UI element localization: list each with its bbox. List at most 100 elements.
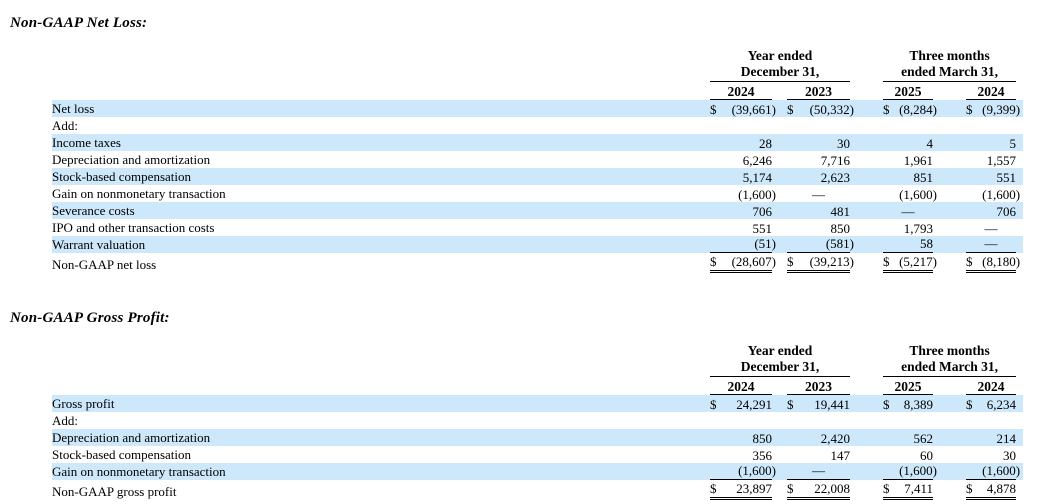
- column-group-line1: Year ended: [747, 48, 813, 63]
- year-column-header: 2024: [966, 377, 1017, 395]
- column-gap: [1016, 117, 1023, 134]
- table-row: Severance costs 706 481 — 706: [52, 202, 1024, 219]
- amount-value: 1,557: [986, 153, 1017, 168]
- amount-value: 851: [913, 170, 934, 185]
- header-gap: [933, 377, 966, 395]
- year-label: 2023: [787, 84, 850, 100]
- value-cell: $24,291: [710, 395, 772, 412]
- amount-value: 58: [920, 236, 933, 251]
- value-cell: $ (9,399): [966, 100, 1020, 117]
- value-cell: (51): [710, 236, 776, 253]
- amount-value: —: [984, 236, 998, 251]
- amount-value: (8,284): [899, 102, 937, 117]
- value-cell: $6,234: [966, 395, 1017, 412]
- row-label: Net loss: [52, 100, 710, 117]
- column-group-header: Three months ended March 31,: [883, 48, 1017, 82]
- value-cell: 2,420: [787, 429, 850, 446]
- amount-value: —: [812, 187, 825, 202]
- column-group-header-row: Year ended December 31, Three months end…: [52, 48, 1023, 82]
- value-cell: 551: [966, 168, 1017, 185]
- value-cell: [883, 117, 933, 134]
- column-group-line2: December 31,: [740, 64, 820, 79]
- table-row: Depreciation and amortization 6,246 7,716 1…: [52, 151, 1023, 168]
- value-cell: 147: [787, 446, 851, 463]
- value-cell: $19,441: [787, 395, 850, 412]
- column-gap: [772, 446, 787, 463]
- row-label: Add:: [52, 118, 78, 133]
- column-gap: [933, 412, 966, 429]
- value-cell: (1,600): [710, 185, 776, 202]
- value-cell: $ (8,180): [966, 253, 1020, 273]
- row-label: Non-GAAP net loss: [52, 257, 157, 272]
- column-gap: [772, 463, 787, 480]
- financial-table: Year ended December 31, Three months end…: [52, 48, 1024, 273]
- row-label: Non-GAAP gross profit: [52, 484, 177, 499]
- table-row: Add:: [52, 412, 1023, 429]
- amount-value: 706: [752, 204, 773, 219]
- column-gap: [1016, 202, 1024, 219]
- amount-value: 24,291: [736, 397, 772, 412]
- amount-value: 562: [913, 431, 934, 446]
- table-row: Income taxes 28 30 4 5: [52, 134, 1024, 151]
- column-gap: [850, 463, 883, 480]
- column-gap: [772, 100, 787, 117]
- value-cell: [787, 117, 850, 134]
- value-cell: 851: [883, 168, 933, 185]
- column-gap: [1016, 395, 1024, 412]
- value-cell: $ (8,284): [883, 100, 937, 117]
- column-gap: [850, 134, 883, 151]
- currency-symbol: $: [787, 397, 794, 412]
- currency-symbol: $: [883, 397, 890, 412]
- column-gap: [1016, 412, 1023, 429]
- value-cell: $ (39,213): [787, 253, 854, 273]
- amount-value: (5,217): [899, 254, 937, 269]
- table-row: Gain on nonmonetary transaction (1,600) — (…: [52, 185, 1023, 202]
- column-gap: [1016, 168, 1024, 185]
- amount-value: 551: [752, 221, 773, 236]
- amount-value: 4: [926, 136, 934, 151]
- currency-symbol: $: [883, 102, 890, 117]
- column-gap: [772, 202, 787, 219]
- header-spacer: [52, 82, 710, 100]
- header-gap: [772, 377, 787, 395]
- amount-value: 356: [752, 448, 773, 463]
- value-cell: 2,623: [787, 168, 850, 185]
- year-column-header: 2023: [787, 82, 850, 100]
- year-column-header: 2024: [710, 377, 772, 395]
- year-label: 2024: [710, 379, 772, 395]
- column-group-cell: Year ended December 31,: [710, 343, 850, 377]
- column-group-header: Year ended December 31,: [710, 343, 850, 377]
- column-gap: [772, 219, 787, 236]
- column-group-header: Year ended December 31,: [710, 48, 850, 82]
- value-cell: $ (50,332): [787, 100, 854, 117]
- value-cell: 850: [710, 429, 772, 446]
- column-gap: [772, 480, 787, 500]
- section-non-gaap-net-loss: Non-GAAP Net Loss: Year ended December 3…: [0, 15, 1055, 273]
- amount-value: (581): [825, 236, 854, 251]
- amount-value: 8,389: [903, 397, 933, 412]
- column-group-line2: December 31,: [740, 359, 820, 374]
- amount-value: 214: [996, 431, 1017, 446]
- year-header-row: 2024 2023 2025 2024: [52, 377, 1023, 395]
- column-gap: [1016, 446, 1023, 463]
- amount-value: (8,180): [982, 254, 1021, 269]
- header-gap: [1016, 377, 1023, 395]
- amount-value: 2,420: [820, 431, 850, 446]
- column-gap: [850, 446, 883, 463]
- value-cell: 30: [966, 446, 1016, 463]
- value-cell: —: [966, 219, 1016, 236]
- amount-value: (39,213): [809, 254, 854, 269]
- column-gap: [933, 395, 966, 412]
- value-cell: 5,174: [710, 168, 772, 185]
- amount-value: (39,661): [731, 102, 776, 117]
- year-header-row: 2024 2023 2025 2024: [52, 82, 1023, 100]
- year-column-header: 2023: [787, 377, 850, 395]
- amount-value: (51): [754, 236, 776, 251]
- value-cell: 706: [966, 202, 1017, 219]
- column-group-cell: Three months ended March 31,: [883, 48, 1017, 82]
- value-cell: 214: [966, 429, 1017, 446]
- value-cell: $4,878: [966, 480, 1017, 500]
- table-row: Non-GAAP gross profit $23,897 $22,008 $7,41…: [52, 480, 1023, 500]
- value-cell: (1,600): [966, 463, 1020, 480]
